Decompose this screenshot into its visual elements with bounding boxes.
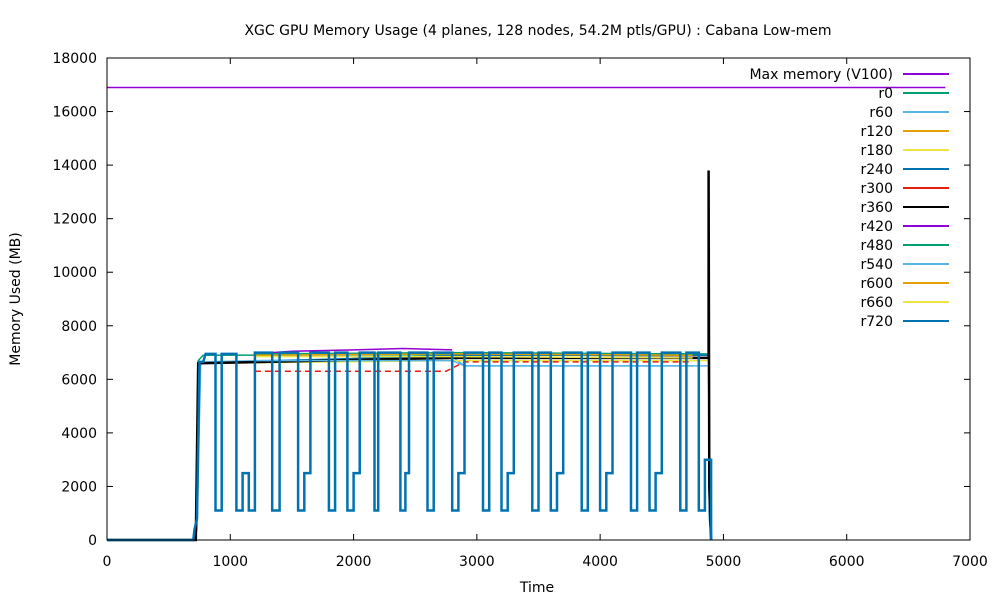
legend-label-r660: r660 (861, 295, 893, 311)
y-tick-label: 16000 (52, 105, 97, 121)
x-tick-label: 2000 (336, 554, 372, 570)
legend-label-r0: r0 (878, 86, 893, 102)
plot-frame (106, 57, 971, 541)
legend-label-r120: r120 (861, 124, 893, 140)
legend-label-r540: r540 (861, 257, 893, 273)
chart-title: XGC GPU Memory Usage (4 planes, 128 node… (244, 23, 831, 39)
y-tick-label: 14000 (52, 158, 97, 174)
legend-label-r180: r180 (861, 143, 893, 159)
legend-label-max-memory-v100: Max memory (V100) (749, 67, 893, 83)
y-tick-label: 6000 (61, 372, 97, 388)
x-tick-label: 1000 (212, 554, 248, 570)
x-tick-label: 4000 (582, 554, 618, 570)
legend-label-r720: r720 (861, 314, 893, 330)
series-layer (107, 86, 946, 542)
legend: Max memory (V100) r0 r60 r120 r180 r240 r300 r3… (749, 67, 949, 330)
legend-label-r600: r600 (861, 276, 893, 292)
x-tick-label: 0 (103, 554, 112, 570)
y-tick-label: 18000 (52, 51, 97, 67)
y-tick-label: 12000 (52, 212, 97, 228)
y-tick-label: 0 (88, 533, 97, 549)
legend-label-r360: r360 (861, 200, 893, 216)
x-tick-label: 3000 (459, 554, 495, 570)
x-tick-label: 6000 (829, 554, 865, 570)
series-line-r300 (254, 361, 693, 373)
x-axis-title: Time (519, 580, 554, 596)
legend-label-r480: r480 (861, 238, 893, 254)
y-axis-title: Memory Used (MB) (8, 232, 24, 366)
x-tick-label: 5000 (706, 554, 742, 570)
plot-area: 0 1000 2000 3000 4000 5000 6000 7000 0 2000 4000 60… (52, 51, 987, 570)
x-tick-label: 7000 (952, 554, 988, 570)
legend-label-r300: r300 (861, 181, 893, 197)
legend-label-r420: r420 (861, 219, 893, 235)
legend-label-r240: r240 (861, 162, 893, 178)
series-line-r540 (254, 359, 693, 367)
y-tick-label: 8000 (61, 319, 97, 335)
y-tick-label: 2000 (61, 479, 97, 495)
y-tick-label: 4000 (61, 426, 97, 442)
series-line-r720 (107, 351, 713, 542)
y-tick-label: 10000 (52, 265, 97, 281)
legend-label-r60: r60 (869, 105, 893, 121)
axis-layer: 0 1000 2000 3000 4000 5000 6000 7000 0 2000 4000 60… (52, 51, 987, 570)
